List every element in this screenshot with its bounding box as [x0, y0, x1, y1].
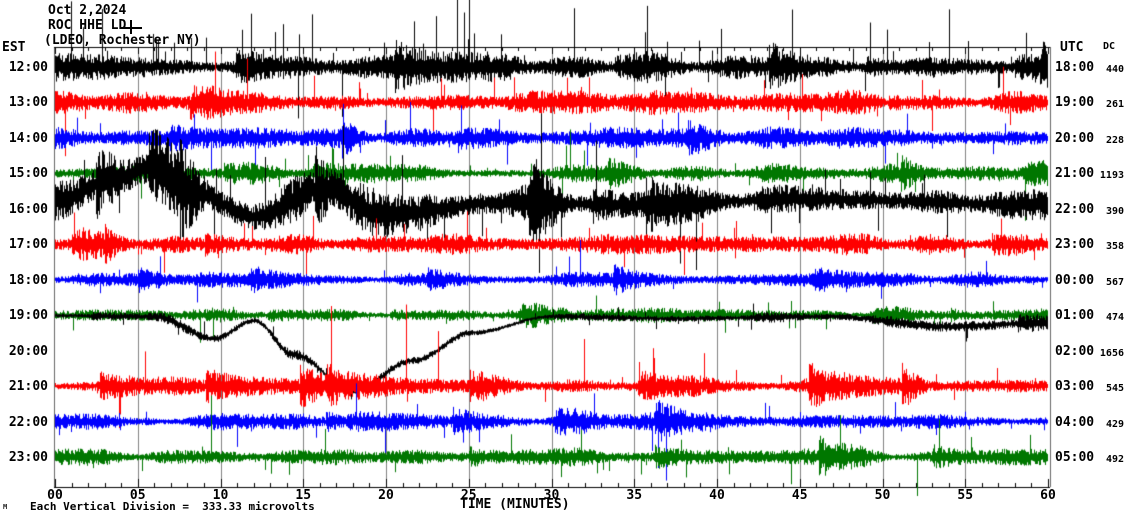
dc-value: 1656: [1099, 347, 1124, 359]
x-tick-label: 20: [378, 488, 394, 503]
est-label: 17:00: [8, 237, 48, 253]
dc-value: 390: [1105, 205, 1124, 217]
dc-value: 228: [1105, 134, 1124, 146]
dc-value: 567: [1105, 276, 1124, 288]
x-tick-label: 50: [874, 488, 891, 503]
x-tick-label: 35: [626, 488, 643, 503]
header-location: (LDEO, Rochester NY): [44, 33, 201, 48]
est-label: 21:00: [8, 379, 48, 395]
x-tick-label: 60: [1040, 488, 1056, 503]
est-label: 13:00: [8, 95, 48, 111]
est-label: 19:00: [8, 308, 48, 324]
header-station: ROC HHE LD: [48, 18, 127, 33]
dc-value: 429: [1105, 418, 1124, 430]
dc-column-header: DC: [1103, 41, 1116, 52]
est-label: 22:00: [8, 414, 48, 430]
corner-mark: M: [3, 503, 8, 511]
est-label: 15:00: [8, 166, 48, 182]
scale-marker-icon: [120, 20, 142, 34]
dc-value: 358: [1105, 241, 1124, 253]
est-label: 12:00: [8, 60, 48, 75]
dc-value: 261: [1105, 99, 1124, 111]
x-tick-label: 55: [957, 488, 974, 503]
scale-footnote: Each Vertical Division = 333.33 microvol…: [30, 500, 315, 513]
x-tick-label: 45: [791, 488, 808, 503]
est-label: 18:00: [8, 272, 48, 288]
est-label: 23:00: [8, 449, 48, 465]
left-timezone-label: EST: [2, 40, 26, 55]
est-label: 14:00: [8, 130, 48, 146]
dc-value: 492: [1105, 453, 1124, 465]
header-date: Oct 2,2024: [48, 3, 127, 18]
est-label: 16:00: [8, 201, 48, 217]
dc-value: 1193: [1099, 170, 1124, 182]
dc-value: 440: [1105, 64, 1124, 75]
est-label: 20:00: [8, 343, 48, 359]
dc-value: 545: [1105, 383, 1124, 395]
dc-value: 474: [1105, 312, 1124, 324]
x-axis-title: TIME (MINUTES): [460, 497, 570, 512]
x-tick-label: 40: [709, 488, 725, 503]
right-timezone-label: UTC: [1060, 40, 1084, 55]
